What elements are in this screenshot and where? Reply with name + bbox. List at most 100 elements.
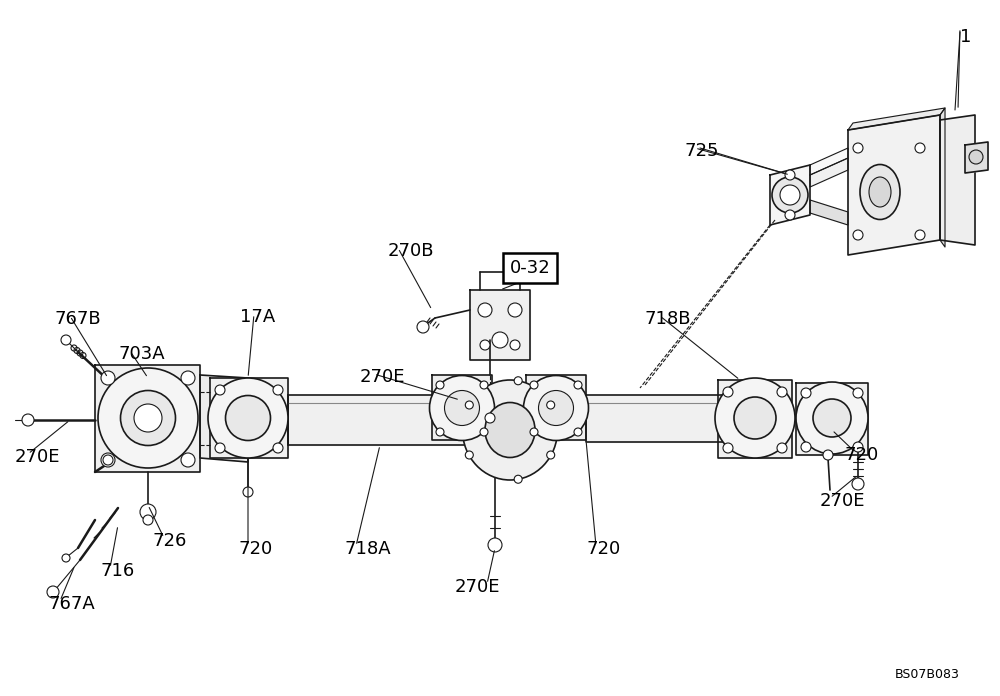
Polygon shape bbox=[796, 383, 868, 455]
Text: 270B: 270B bbox=[388, 242, 434, 260]
Circle shape bbox=[514, 475, 522, 483]
Circle shape bbox=[181, 371, 195, 385]
Polygon shape bbox=[526, 375, 586, 440]
Circle shape bbox=[723, 387, 733, 397]
Ellipse shape bbox=[715, 378, 795, 458]
Circle shape bbox=[243, 487, 253, 497]
Polygon shape bbox=[586, 395, 755, 442]
Text: 720: 720 bbox=[845, 446, 879, 464]
Circle shape bbox=[574, 428, 582, 436]
Circle shape bbox=[530, 381, 538, 389]
Polygon shape bbox=[432, 375, 492, 440]
Circle shape bbox=[103, 455, 113, 465]
Circle shape bbox=[485, 413, 495, 423]
Circle shape bbox=[530, 428, 538, 436]
Ellipse shape bbox=[226, 395, 270, 441]
Polygon shape bbox=[848, 108, 945, 130]
Ellipse shape bbox=[430, 376, 494, 441]
Ellipse shape bbox=[734, 397, 776, 439]
Text: 718A: 718A bbox=[344, 540, 391, 558]
Circle shape bbox=[915, 230, 925, 240]
Circle shape bbox=[853, 388, 863, 398]
Polygon shape bbox=[288, 395, 468, 445]
Circle shape bbox=[853, 442, 863, 452]
Ellipse shape bbox=[860, 164, 900, 219]
Ellipse shape bbox=[813, 399, 851, 437]
Circle shape bbox=[823, 450, 833, 460]
Ellipse shape bbox=[208, 378, 288, 458]
Circle shape bbox=[436, 381, 444, 389]
Polygon shape bbox=[810, 158, 848, 187]
Circle shape bbox=[723, 443, 733, 453]
Polygon shape bbox=[848, 115, 940, 255]
Ellipse shape bbox=[134, 404, 162, 432]
Polygon shape bbox=[940, 115, 975, 245]
Ellipse shape bbox=[120, 390, 176, 445]
Circle shape bbox=[510, 340, 520, 350]
Text: 720: 720 bbox=[238, 540, 272, 558]
Polygon shape bbox=[965, 142, 988, 173]
Ellipse shape bbox=[98, 368, 198, 468]
Circle shape bbox=[140, 504, 156, 520]
Text: 767B: 767B bbox=[55, 310, 102, 328]
Ellipse shape bbox=[538, 390, 574, 425]
Text: 718B: 718B bbox=[645, 310, 692, 328]
Ellipse shape bbox=[869, 177, 891, 207]
Circle shape bbox=[780, 185, 800, 205]
Circle shape bbox=[273, 385, 283, 395]
Circle shape bbox=[215, 443, 225, 453]
Circle shape bbox=[777, 387, 787, 397]
Circle shape bbox=[465, 401, 473, 409]
Polygon shape bbox=[770, 165, 810, 225]
Circle shape bbox=[801, 388, 811, 398]
Circle shape bbox=[273, 443, 283, 453]
Text: 725: 725 bbox=[685, 142, 720, 160]
Circle shape bbox=[417, 321, 429, 333]
Circle shape bbox=[915, 143, 925, 153]
Circle shape bbox=[22, 414, 34, 426]
Ellipse shape bbox=[462, 380, 558, 480]
Circle shape bbox=[574, 381, 582, 389]
Polygon shape bbox=[718, 380, 792, 458]
Circle shape bbox=[480, 428, 488, 436]
Circle shape bbox=[181, 453, 195, 467]
Text: 767A: 767A bbox=[48, 595, 95, 613]
Ellipse shape bbox=[796, 382, 868, 454]
Polygon shape bbox=[470, 290, 530, 360]
Text: 270E: 270E bbox=[454, 578, 500, 596]
Text: 1: 1 bbox=[960, 28, 971, 46]
Text: 703A: 703A bbox=[118, 345, 165, 363]
Circle shape bbox=[465, 451, 473, 459]
Circle shape bbox=[215, 385, 225, 395]
Ellipse shape bbox=[444, 390, 480, 425]
Text: BS07B083: BS07B083 bbox=[895, 668, 960, 681]
Text: 716: 716 bbox=[100, 562, 134, 580]
Circle shape bbox=[47, 586, 59, 598]
Circle shape bbox=[492, 332, 508, 348]
Circle shape bbox=[853, 230, 863, 240]
Circle shape bbox=[547, 401, 555, 409]
Circle shape bbox=[480, 340, 490, 350]
Circle shape bbox=[101, 371, 115, 385]
Circle shape bbox=[101, 453, 115, 467]
Circle shape bbox=[514, 377, 522, 385]
Circle shape bbox=[436, 428, 444, 436]
Circle shape bbox=[785, 210, 795, 220]
Polygon shape bbox=[210, 378, 288, 458]
Circle shape bbox=[508, 303, 522, 317]
Circle shape bbox=[547, 451, 555, 459]
Text: 726: 726 bbox=[152, 532, 186, 550]
Circle shape bbox=[478, 303, 492, 317]
Text: 0-32: 0-32 bbox=[510, 259, 550, 277]
Circle shape bbox=[969, 150, 983, 164]
Circle shape bbox=[852, 478, 864, 490]
Polygon shape bbox=[95, 365, 200, 472]
Circle shape bbox=[801, 442, 811, 452]
Text: 270E: 270E bbox=[15, 448, 60, 466]
Circle shape bbox=[143, 515, 153, 525]
Circle shape bbox=[772, 177, 808, 213]
Polygon shape bbox=[200, 375, 248, 462]
Circle shape bbox=[785, 170, 795, 180]
Text: 17A: 17A bbox=[240, 308, 275, 326]
Circle shape bbox=[777, 443, 787, 453]
